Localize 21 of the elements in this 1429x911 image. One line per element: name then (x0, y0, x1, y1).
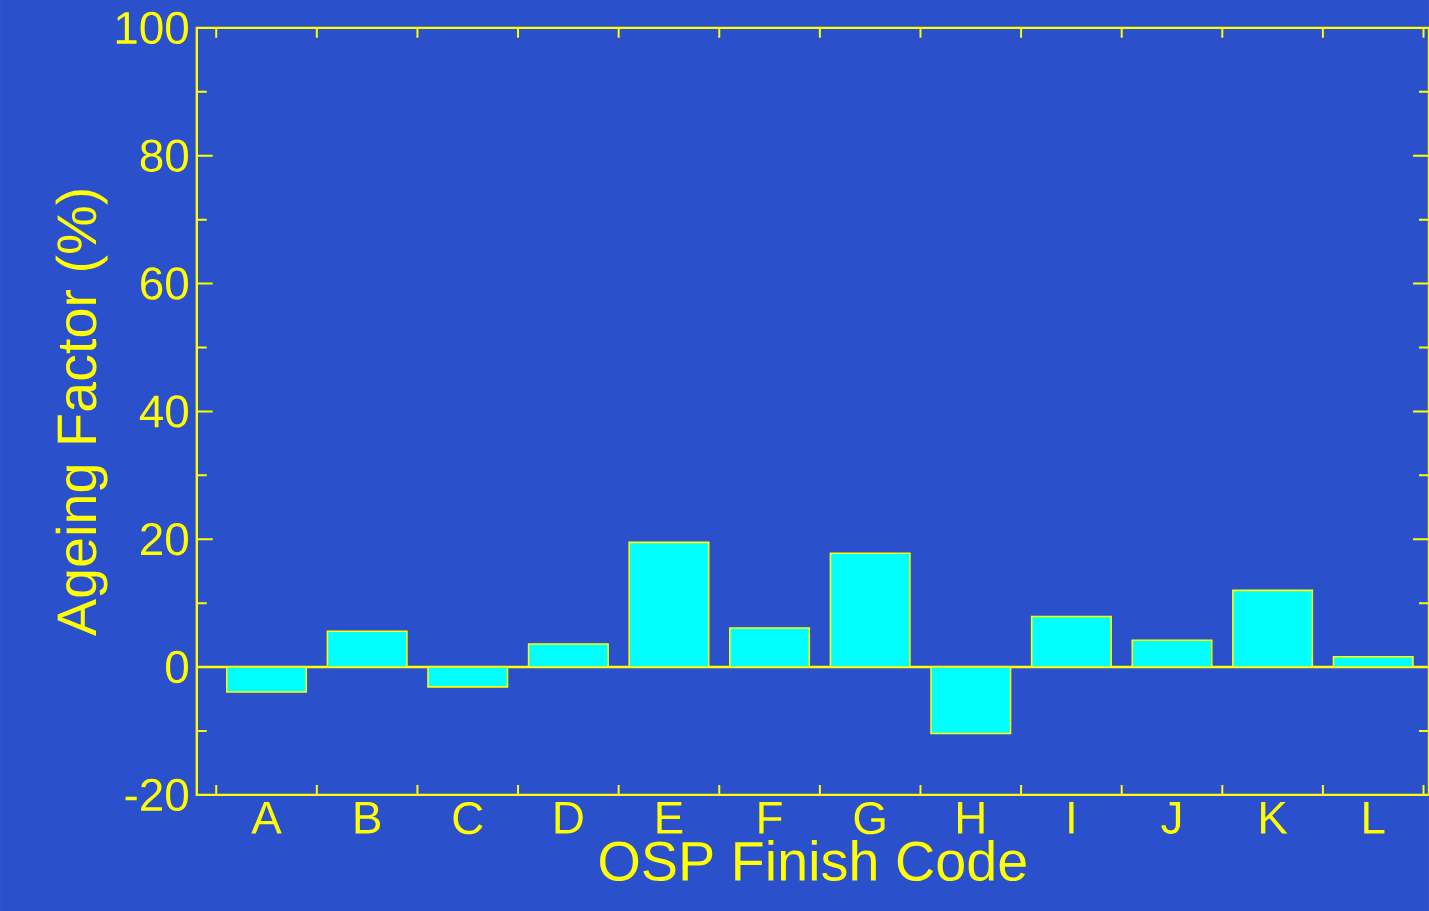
x-tick-label: G (854, 801, 885, 835)
x-tick-label: B (355, 801, 381, 834)
y-tick-label: 40 (139, 394, 188, 428)
x-tick-label: J (1161, 801, 1181, 834)
y-axis-title: Ageing Factor (%) (55, 189, 108, 636)
x-tick-label: K (1261, 801, 1288, 834)
x-tick-label: A (251, 801, 282, 834)
y-tick-label: 0 (166, 650, 188, 684)
y-tick-label: 100 (116, 11, 188, 44)
x-axis-title: OSP Finish Code (600, 839, 1026, 881)
y-tick-label: 80 (140, 139, 188, 172)
y-tick-label: 60 (141, 267, 188, 300)
x-tick-label: D (555, 801, 583, 834)
x-tick-label: H (957, 801, 984, 834)
x-tick-label: L (1364, 801, 1385, 834)
y-tick-label: 20 (141, 522, 188, 556)
x-tick-label: C (453, 801, 483, 835)
x-tick-label: I (1069, 801, 1074, 834)
x-tick-label: E (657, 801, 683, 834)
y-tick-label: -20 (125, 778, 188, 811)
x-tick-label: F (759, 801, 782, 834)
